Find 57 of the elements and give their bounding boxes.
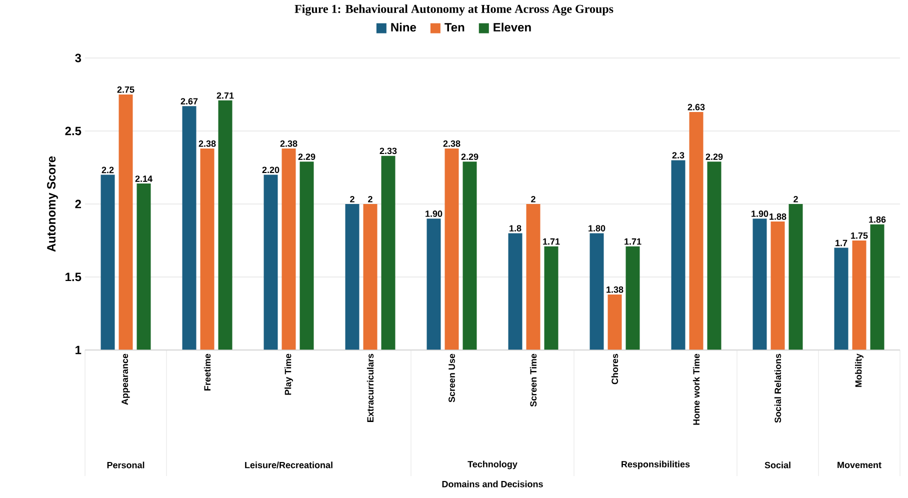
y-tick-label: 1.5	[66, 272, 82, 282]
data-label: 2.29	[461, 154, 478, 160]
data-label: 2.75	[117, 86, 134, 93]
data-label: 1.88	[770, 213, 786, 220]
y-tick-label: 2	[75, 200, 81, 208]
text: Technology	[468, 460, 518, 470]
x-tick-label: Mobility	[855, 354, 864, 387]
data-label: 1.90	[426, 210, 442, 217]
data-label: 2.38	[198, 140, 216, 147]
text: Responsibilities	[622, 460, 690, 470]
data-label: 2.67	[180, 98, 198, 104]
x-tick-label: Chores	[611, 354, 618, 384]
data-label: 2.71	[216, 92, 234, 99]
x-tick-label: Extracurriculars	[366, 354, 374, 422]
data-label: 2.3	[672, 152, 684, 158]
legend-label: Nine	[391, 22, 416, 32]
data-label: 2.2	[102, 166, 114, 174]
data-label: 1.71	[543, 238, 560, 245]
data-label: 2.63	[688, 104, 705, 110]
y-axis-title: Autonomy Score	[47, 156, 58, 252]
y-tick-label: 2.5	[65, 126, 82, 136]
y-tick-label: 1	[76, 346, 82, 354]
text: Personal	[107, 462, 144, 468]
text: Domains and Decisions	[442, 480, 543, 488]
data-label: 2.38	[280, 140, 298, 147]
data-label: 1.80	[588, 225, 606, 232]
legend-label: Ten	[444, 23, 464, 32]
y-tick-label: 3	[75, 54, 82, 62]
data-label: 2.38	[443, 140, 460, 147]
x-tick-label: Play Time	[284, 354, 293, 395]
text: Movement	[838, 462, 882, 468]
data-label: 1.75	[851, 232, 868, 239]
data-label: 2.29	[298, 154, 316, 160]
data-label: 2.14	[135, 176, 152, 182]
text: Social	[764, 462, 790, 468]
data-label: 1.71	[624, 238, 642, 245]
data-label: 2	[531, 196, 536, 202]
data-label: 2	[350, 196, 354, 202]
data-label: 2.33	[380, 148, 397, 154]
x-tick-label: Freetime	[204, 354, 211, 390]
x-tick-label: Appearance	[122, 354, 130, 405]
data-label: 2.20	[262, 166, 280, 174]
data-label: 2.29	[706, 154, 723, 160]
data-label: 1.8	[510, 225, 522, 232]
data-label: 1.7	[836, 240, 848, 246]
chart-title: Figure 1: Behavioural Autonomy at Home Across Age Groups	[294, 4, 614, 16]
data-label: 1.86	[869, 216, 886, 223]
x-tick-label: Home work Time	[692, 354, 700, 425]
x-tick-label: Social Relations	[774, 354, 782, 423]
data-label: 1.90	[752, 210, 768, 217]
data-label: 2	[368, 196, 372, 202]
data-label: 2	[794, 196, 798, 202]
data-label: 1.38	[606, 286, 624, 293]
x-tick-label: Screen Use	[448, 354, 455, 402]
text: Leisure/Recreational	[245, 462, 332, 468]
legend-label: Eleven	[494, 22, 531, 32]
x-tick-label: Screen Time	[530, 354, 537, 407]
